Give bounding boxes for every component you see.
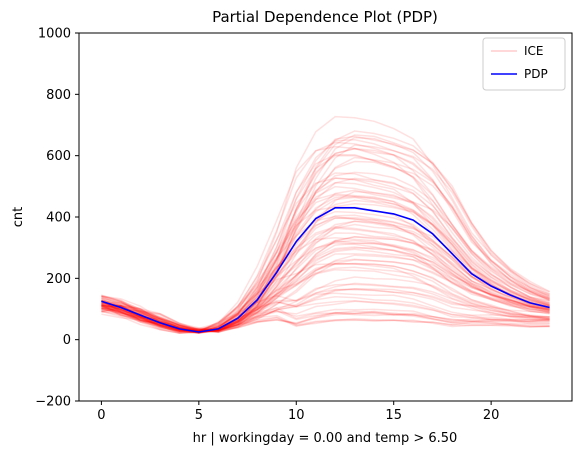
- ice-line: [101, 193, 550, 332]
- ice-line: [101, 206, 550, 333]
- ice-line: [101, 171, 550, 334]
- ice-line: [101, 199, 550, 333]
- ice-line: [101, 182, 550, 334]
- legend-ice-label: ICE: [524, 44, 544, 58]
- x-axis-ticks: 0 5 10 15 20: [97, 401, 499, 423]
- ice-line: [101, 177, 550, 332]
- ice-line: [101, 247, 550, 333]
- ice-line: [101, 214, 550, 334]
- ice-line: [101, 304, 550, 333]
- ice-line: [101, 305, 550, 333]
- ice-line: [101, 242, 550, 333]
- ice-line: [101, 189, 550, 331]
- x-tick-label: 10: [288, 408, 305, 423]
- ice-line: [101, 115, 550, 333]
- ice-line: [101, 295, 550, 332]
- ice-line: [101, 177, 550, 333]
- ice-line: [101, 160, 550, 334]
- y-tick-label: 1000: [38, 27, 71, 42]
- y-tick-label: 200: [46, 272, 71, 287]
- ice-line: [101, 287, 550, 331]
- legend-pdp-label: PDP: [524, 67, 548, 81]
- x-tick-label: 0: [97, 408, 105, 423]
- ice-line: [101, 136, 550, 332]
- y-tick-label: 600: [46, 149, 71, 164]
- ice-line: [101, 292, 550, 332]
- ice-line: [101, 262, 550, 332]
- ice-line: [101, 237, 550, 334]
- ice-line: [101, 300, 550, 332]
- ice-line: [101, 215, 550, 333]
- ice-line: [101, 134, 550, 333]
- ice-line: [101, 210, 550, 334]
- ice-line: [101, 153, 550, 334]
- ice-line: [101, 242, 550, 332]
- y-tick-label: 400: [46, 211, 71, 226]
- ice-line: [101, 145, 550, 333]
- ice-line: [101, 190, 550, 333]
- ice-line: [101, 258, 550, 334]
- chart-title: Partial Dependence Plot (PDP): [212, 8, 438, 26]
- ice-line: [101, 232, 550, 332]
- ice-line: [101, 300, 550, 332]
- ice-line: [101, 305, 550, 334]
- y-tick-label: 0: [63, 333, 71, 348]
- ice-line: [101, 307, 550, 334]
- ice-line: [101, 154, 550, 332]
- ice-lines-group: [101, 115, 550, 334]
- ice-line: [101, 240, 550, 333]
- x-tick-label: 20: [483, 408, 500, 423]
- y-axis-ticks: −200 0 200 400 600 800 1000: [35, 27, 79, 410]
- ice-line: [101, 147, 550, 334]
- ice-line: [101, 156, 550, 332]
- ice-line: [101, 254, 550, 333]
- ice-line: [101, 172, 550, 334]
- ice-line: [101, 259, 550, 334]
- ice-line: [101, 295, 550, 332]
- ice-line: [101, 282, 550, 333]
- ice-line: [101, 226, 550, 334]
- ice-line: [101, 276, 550, 333]
- ice-line: [101, 139, 550, 332]
- ice-line: [101, 177, 550, 334]
- ice-line: [101, 194, 550, 333]
- ice-line: [101, 304, 550, 331]
- ice-line: [101, 220, 550, 331]
- legend: ICE PDP: [482, 37, 566, 91]
- ice-line: [101, 217, 550, 334]
- ice-line: [101, 268, 550, 333]
- ice-line: [101, 288, 550, 334]
- ice-line: [101, 144, 550, 333]
- y-axis-label: cnt: [11, 207, 26, 227]
- ice-line: [101, 135, 550, 333]
- legend-box: [482, 37, 566, 91]
- y-tick-label: −200: [35, 395, 71, 410]
- pdp-line-group: [101, 207, 550, 333]
- x-tick-label: 15: [385, 408, 402, 423]
- ice-line: [101, 203, 550, 333]
- pdp-line: [101, 207, 550, 333]
- ice-line: [101, 239, 550, 334]
- ice-line: [101, 248, 550, 334]
- x-tick-label: 5: [195, 408, 203, 423]
- x-axis-label: hr | workingday = 0.00 and temp > 6.50: [193, 431, 458, 446]
- ice-line: [101, 288, 550, 332]
- y-tick-label: 800: [46, 88, 71, 103]
